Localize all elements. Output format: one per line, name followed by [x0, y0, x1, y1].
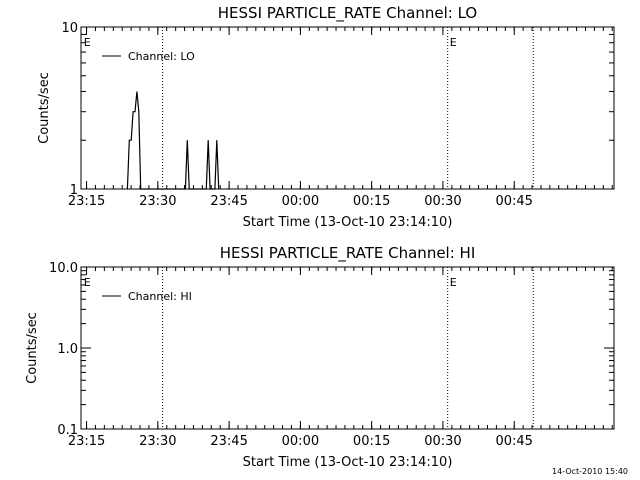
panel-1-event-marker: E — [450, 36, 457, 49]
panel-1-x-tick-label: 00:15 — [353, 194, 390, 209]
panel-2-chart-title: HESSI PARTICLE_RATE Channel: HI — [220, 244, 476, 263]
panel-1-plot-frame — [80, 26, 615, 190]
panel-1-x-tick-label: 00:45 — [495, 194, 532, 209]
panel-1-series-line — [126, 91, 220, 190]
panel-2-x-tick-label: 00:00 — [282, 434, 319, 449]
panel-2-legend-label: Channel: HI — [128, 290, 192, 303]
panel-1-legend-label: Channel: LO — [128, 50, 195, 63]
panel-1-x-tick-label: 00:00 — [282, 194, 319, 209]
panel-1-x-axis-label: Start Time (13-Oct-10 23:14:10) — [243, 215, 453, 230]
panel-2-x-tick-label: 00:45 — [495, 434, 532, 449]
plot-timestamp: 14-Oct-2010 15:40 — [552, 467, 628, 476]
panel-1-x-tick-label: 23:45 — [210, 194, 247, 209]
panel-2-x-tick-label: 00:30 — [424, 434, 461, 449]
panel-2-event-marker: E — [84, 276, 91, 289]
panel-1-y-tick-label: 1 — [70, 183, 78, 198]
panel-2-x-tick-label: 23:30 — [139, 434, 176, 449]
panel-2-group: HESSI PARTICLE_RATE Channel: HI 23:15 23:3… — [25, 244, 615, 470]
panel-1-x-tick-label: 23:30 — [139, 194, 176, 209]
panel-1-y-tick-label: 10 — [61, 21, 78, 36]
panel-2-y-tick-label: 1.0 — [57, 342, 78, 357]
panel-2-x-tick-label: 23:15 — [68, 434, 105, 449]
panel-2-y-tick-label: 0.1 — [57, 423, 78, 438]
panel-2-x-tick-label: 00:15 — [353, 434, 390, 449]
panel-1-y-axis-label: Counts/sec — [37, 72, 52, 144]
panel-2-x-axis-label: Start Time (13-Oct-10 23:14:10) — [243, 455, 453, 470]
panel-2-event-marker: E — [450, 276, 457, 289]
panel-2-x-tick-label: 23:45 — [210, 434, 247, 449]
panel-1-chart-title: HESSI PARTICLE_RATE Channel: LO — [218, 4, 477, 23]
panel-2-y-axis-label: Counts/sec — [25, 312, 40, 384]
panel-1-x-tick-label: 23:15 — [68, 194, 105, 209]
panel-1-x-tick-label: 00:30 — [424, 194, 461, 209]
panel-1-group: HESSI PARTICLE_RATE Channel: LO 23:15 23:3… — [37, 4, 615, 230]
panel-1-event-marker: E — [84, 36, 91, 49]
panel-2-y-tick-label: 10.0 — [49, 261, 78, 276]
